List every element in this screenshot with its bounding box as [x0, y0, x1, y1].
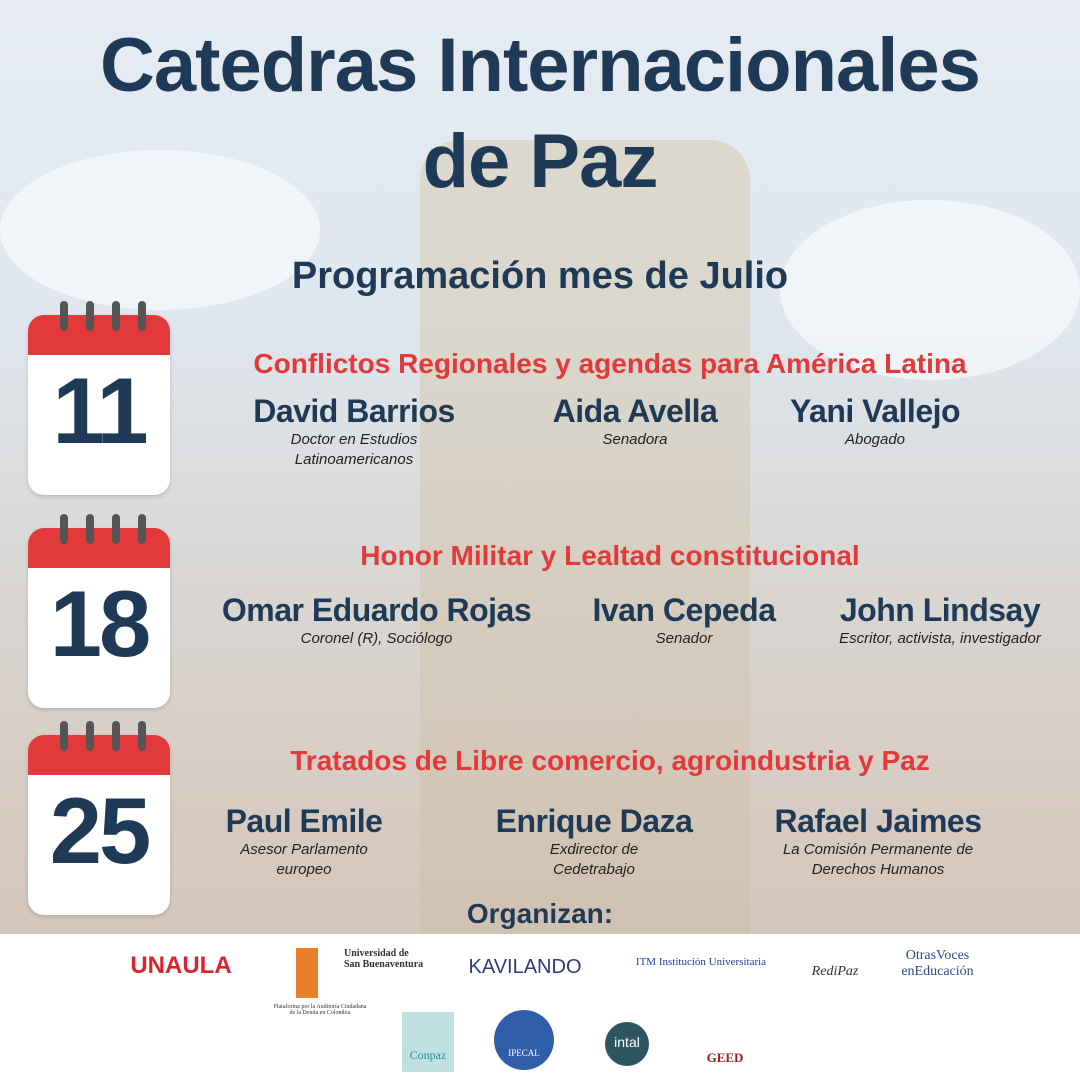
speaker: Ivan Cepeda Senador [592, 592, 776, 647]
session-day: 18 [49, 571, 152, 676]
logo-geed: GEED [706, 1050, 744, 1065]
organizers-label: Organizan: [466, 898, 614, 929]
logo-ipecal: IPECAL [494, 1010, 554, 1070]
session-topic: Conflictos Regionales y agendas para Amé… [253, 348, 967, 379]
speaker: Yani Vallejo Abogado [789, 393, 961, 448]
calendar-icon: 18 [28, 514, 170, 708]
session-day: 25 [49, 778, 152, 883]
title-line-1: Catedras Internacionales [100, 23, 981, 108]
background-tower [420, 140, 750, 934]
session-topic: Honor Militar y Lealtad constitucional [360, 540, 860, 571]
background-cloud [0, 150, 320, 310]
logo-itm: ITM Institución Universitaria [635, 956, 767, 968]
session-day: 11 [52, 358, 148, 463]
logo-kavilando: KAVILANDO [468, 956, 582, 978]
logo-intal: intal [605, 1022, 649, 1066]
title-line-2: de Paz [422, 119, 659, 204]
session-topic: Tratados de Libre comercio, agroindustri… [290, 745, 930, 776]
subtitle: Programación mes de Julio [291, 255, 789, 297]
calendar-icon: 25 [28, 721, 170, 915]
logo-plataforma-auditoria: Plataforma por la Auditoría Ciudadana de… [273, 1004, 367, 1016]
logo-usb: Universidad de San Buenaventura [296, 948, 426, 998]
logo-otrasvoces: OtrasVoces enEducación [901, 948, 974, 979]
speaker: Omar Eduardo Rojas Coronel (R), Sociólogo [221, 592, 532, 647]
speaker: John Lindsay Escritor, activista, investi… [839, 592, 1041, 647]
background-cloud [780, 200, 1080, 380]
speaker: Paul Emile Asesor Parlamento europeo [225, 803, 383, 878]
organizer-logos: UNAULA Universidad de San Buenaventura K… [0, 934, 1080, 1080]
logo-conpaz: Conpaz [402, 1012, 454, 1072]
speaker: Rafael Jaimes La Comisión Permanente de D… [774, 803, 982, 878]
logo-redipaz: RediPaz [811, 964, 859, 979]
speaker: David Barrios Doctor en Estudios Latinoam… [253, 393, 455, 468]
calendar-icon: 11 [28, 301, 170, 495]
speaker: Aida Avella Senadora [552, 393, 718, 448]
logo-unaula: UNAULA [130, 952, 232, 979]
speaker: Enrique Daza Exdirector de Cedetrabajo [495, 803, 693, 878]
